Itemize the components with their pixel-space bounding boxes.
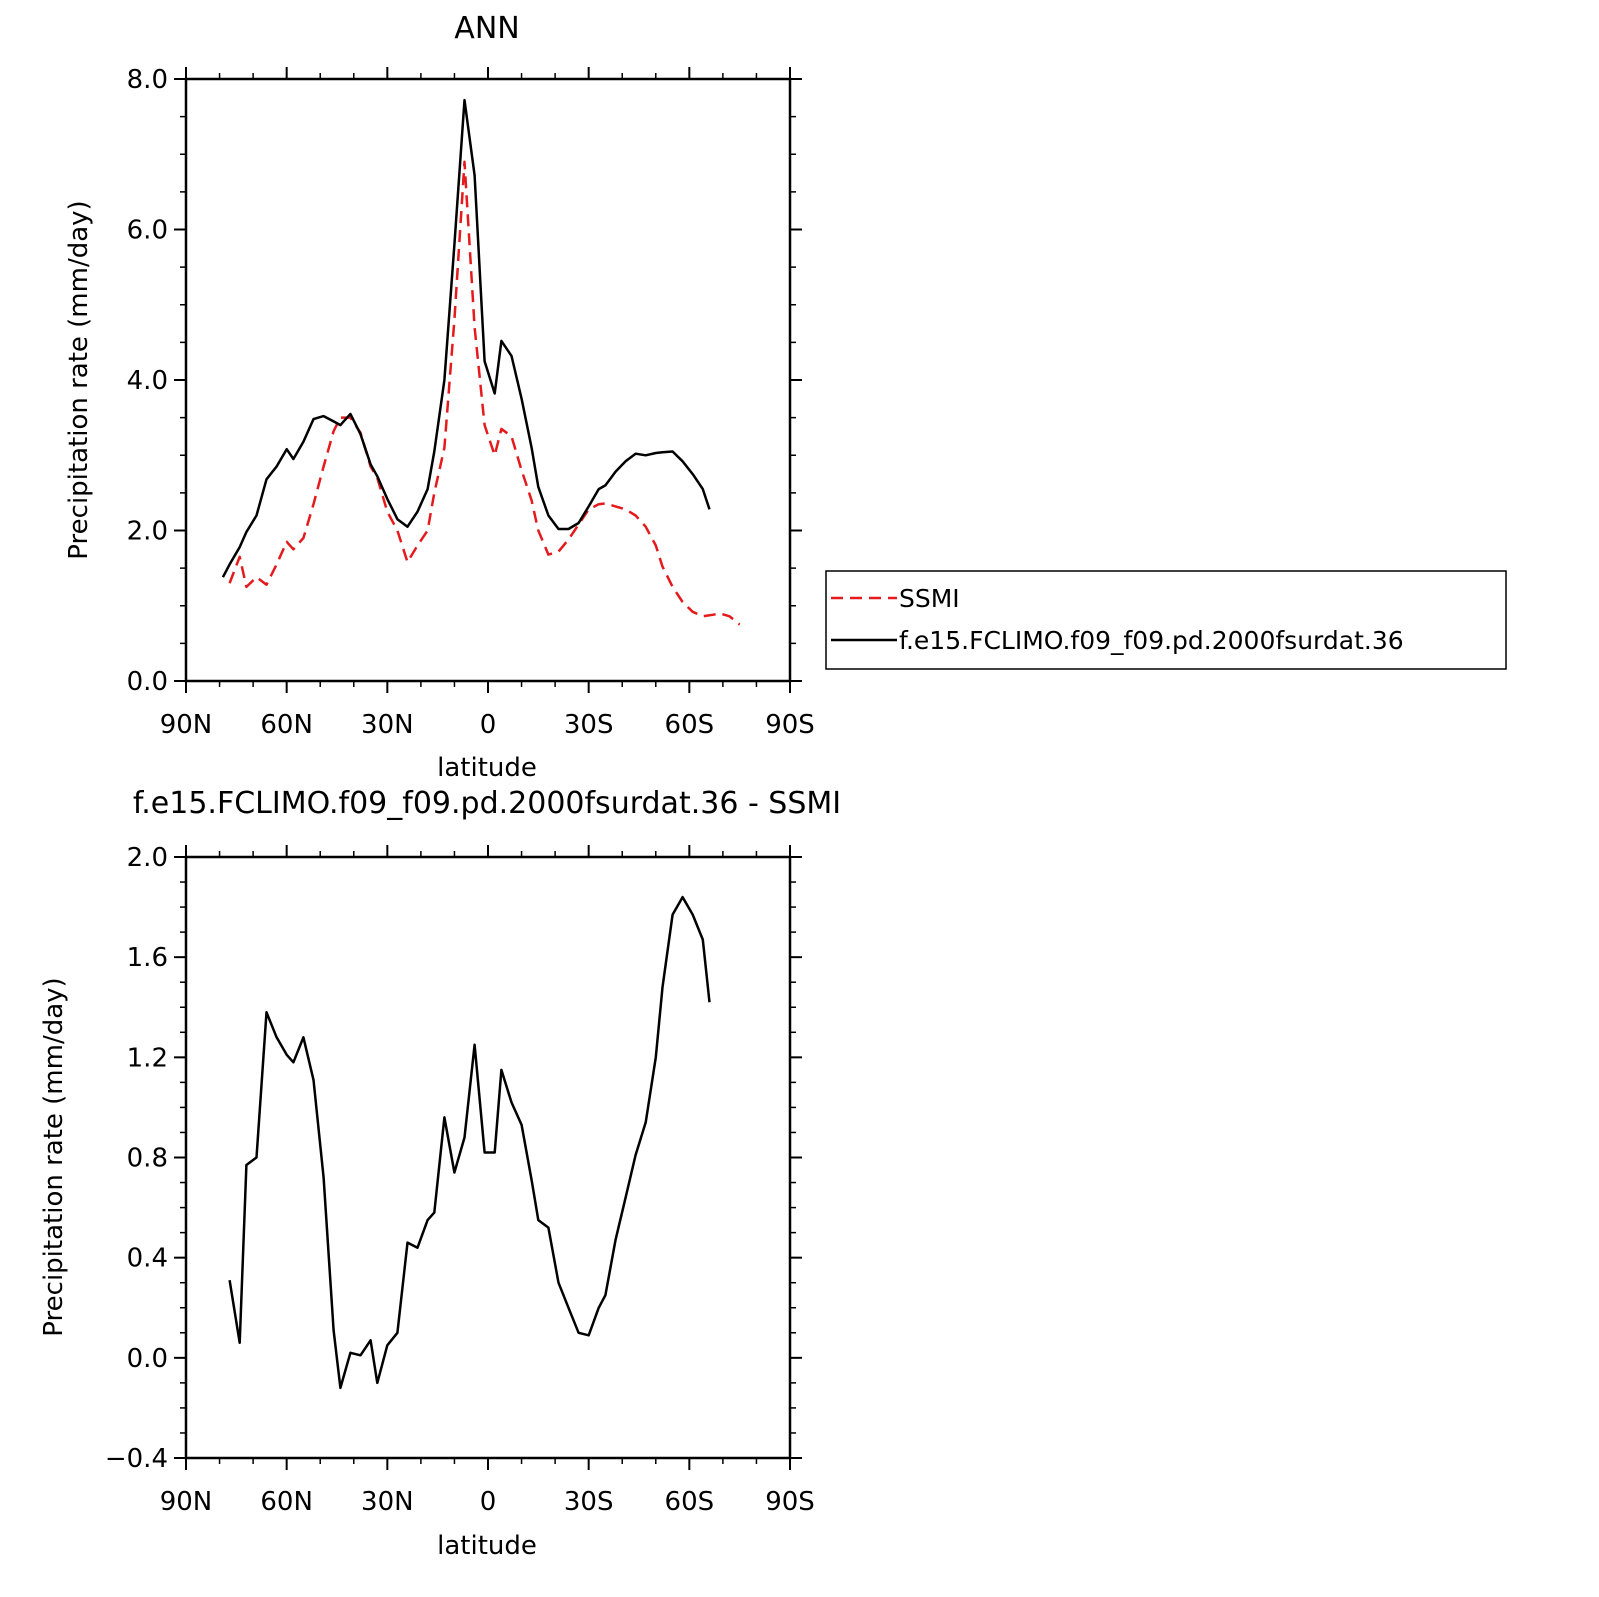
y-tick-labels: 0.0 2.0 4.0 6.0 8.0 bbox=[127, 65, 168, 697]
x-tick-label: 30S bbox=[564, 710, 614, 740]
x-tick-labels: 90N 60N 30N 0 30S 60S 90S bbox=[160, 1487, 815, 1517]
plot-frame bbox=[184, 77, 792, 683]
y-tick-label: 0.0 bbox=[127, 1344, 168, 1374]
series-line-ssmi bbox=[228, 160, 741, 626]
y-tick-label: −0.4 bbox=[105, 1444, 168, 1474]
legend-label-model: f.e15.FCLIMO.f09_f09.pd.2000fsurdat.36 bbox=[899, 626, 1404, 655]
panel-difference: f.e15.FCLIMO.f09_f09.pd.2000fsurdat.36 -… bbox=[39, 786, 841, 1561]
legend-label-ssmi: SSMI bbox=[899, 584, 960, 613]
series-lines bbox=[221, 98, 741, 626]
panel-annual-precipitation: ANN 90N 60N 30N 0 30S 60S 90S 0.02.04.06.08.0 … bbox=[64, 11, 1507, 783]
x-tick-label: 60N bbox=[260, 1487, 313, 1517]
y-tick-label: 1.6 bbox=[127, 943, 168, 973]
x-axis-label: latitude bbox=[437, 1531, 537, 1561]
y-tick-label: 0.0 bbox=[127, 667, 168, 697]
y-tick-label: 0.8 bbox=[127, 1144, 168, 1174]
y-tick-labels: −0.4 0.0 0.4 0.8 1.2 1.6 2.0 bbox=[105, 843, 168, 1474]
series-line-difference bbox=[228, 895, 711, 1390]
x-tick-label: 0 bbox=[480, 710, 497, 740]
x-tick-labels: 90N 60N 30N 0 30S 60S 90S bbox=[160, 710, 815, 740]
plot-frame bbox=[184, 855, 792, 1460]
legend-box bbox=[825, 570, 1507, 670]
y-tick-label: 2.0 bbox=[127, 843, 168, 873]
y-tick-label: 8.0 bbox=[127, 65, 168, 95]
y-tick-label: 6.0 bbox=[127, 216, 168, 246]
y-tick-label: 1.2 bbox=[127, 1043, 168, 1073]
x-tick-label: 30N bbox=[361, 710, 414, 740]
panel-title: f.e15.FCLIMO.f09_f09.pd.2000fsurdat.36 -… bbox=[133, 786, 841, 821]
x-tick-label: 30N bbox=[361, 1487, 414, 1517]
x-tick-label: 90S bbox=[765, 1487, 815, 1517]
x-tick-label: 60S bbox=[665, 1487, 715, 1517]
x-tick-label: 30S bbox=[564, 1487, 614, 1517]
legend: SSMI f.e15.FCLIMO.f09_f09.pd.2000fsurdat… bbox=[825, 570, 1507, 670]
axis-ticks bbox=[174, 67, 802, 693]
x-tick-label: 90N bbox=[160, 710, 213, 740]
axis-ticks bbox=[174, 845, 802, 1470]
x-axis-label: latitude bbox=[437, 753, 537, 783]
x-tick-label: 60S bbox=[665, 710, 715, 740]
y-tick-label: 4.0 bbox=[127, 366, 168, 396]
x-tick-label: 60N bbox=[260, 710, 313, 740]
y-tick-label: 2.0 bbox=[127, 517, 168, 547]
y-tick-label: 0.4 bbox=[127, 1244, 168, 1274]
series-lines bbox=[228, 895, 711, 1390]
series-line-f-e15-fclimo-f09-f09-pd-2000fsurdat-36 bbox=[221, 98, 711, 578]
x-tick-label: 0 bbox=[480, 1487, 497, 1517]
panel-title: ANN bbox=[454, 11, 519, 46]
y-axis-label: Precipitation rate (mm/day) bbox=[64, 200, 94, 559]
y-axis-label: Precipitation rate (mm/day) bbox=[39, 977, 69, 1336]
x-tick-label: 90N bbox=[160, 1487, 213, 1517]
x-tick-label: 90S bbox=[765, 710, 815, 740]
